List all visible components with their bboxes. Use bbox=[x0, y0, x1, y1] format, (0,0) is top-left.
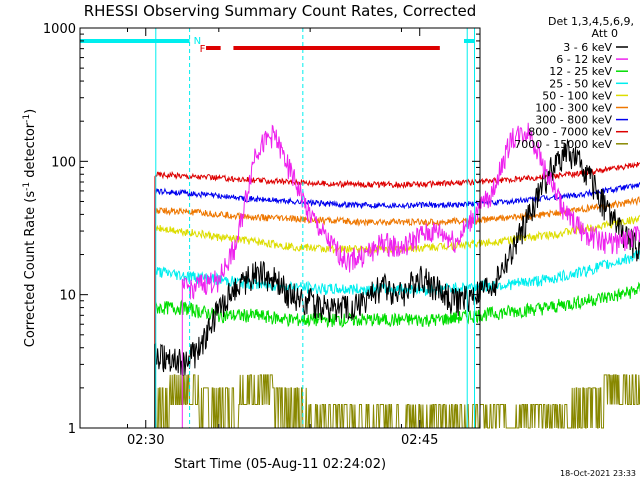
plot-frame bbox=[79, 27, 481, 429]
legend-entry: 25 - 50 keV bbox=[549, 77, 612, 90]
timestamp: 18-Oct-2021 23:33 bbox=[560, 469, 636, 478]
x-tick-label: 02:30 bbox=[127, 433, 164, 448]
legend-entry: 3 - 6 keV bbox=[563, 41, 612, 54]
legend-entry: 800 - 7000 keV bbox=[528, 126, 612, 139]
series-line-3 bbox=[154, 281, 640, 428]
series-line-2 bbox=[181, 122, 640, 428]
x-axis-label: Start Time (05-Aug-11 02:24:02) bbox=[174, 457, 386, 472]
series-line-6 bbox=[154, 196, 640, 428]
x-tick-label: 02:45 bbox=[401, 433, 438, 448]
y-tick-label: 1000 bbox=[43, 22, 76, 37]
y-tick-label: 100 bbox=[51, 155, 76, 170]
legend-title: Att 0 bbox=[592, 27, 618, 40]
legend-entry: 300 - 800 keV bbox=[535, 114, 612, 127]
y-axis-label: Corrected Count Rate (s-1 detector-1) bbox=[22, 109, 38, 347]
chart-title: RHESSI Observing Summary Count Rates, Co… bbox=[84, 2, 477, 20]
attenuator-flag-label: N bbox=[194, 36, 201, 47]
y-tick-label: 1 bbox=[68, 422, 76, 437]
y-tick-label: 10 bbox=[59, 289, 76, 304]
flags-layer: NF bbox=[80, 28, 476, 428]
series-line-1 bbox=[154, 138, 640, 428]
flare-flag-label: F bbox=[200, 44, 206, 55]
series-line-8 bbox=[154, 161, 640, 428]
series-line-7 bbox=[154, 181, 640, 428]
series-line-4 bbox=[154, 249, 640, 428]
axis-layer: 02:3002:4503:0003:1503:3003:4504:0011010… bbox=[43, 22, 480, 448]
legend-entry: 6 - 12 keV bbox=[556, 53, 612, 66]
legend-entry: 7000 - 15000 keV bbox=[514, 138, 612, 151]
legend-entry: 50 - 100 keV bbox=[542, 89, 612, 102]
legend-title: Det 1,3,4,5,6,9, bbox=[548, 15, 634, 28]
legend-entry: 100 - 300 keV bbox=[535, 102, 612, 115]
legend-entry: 12 - 25 keV bbox=[549, 65, 612, 78]
